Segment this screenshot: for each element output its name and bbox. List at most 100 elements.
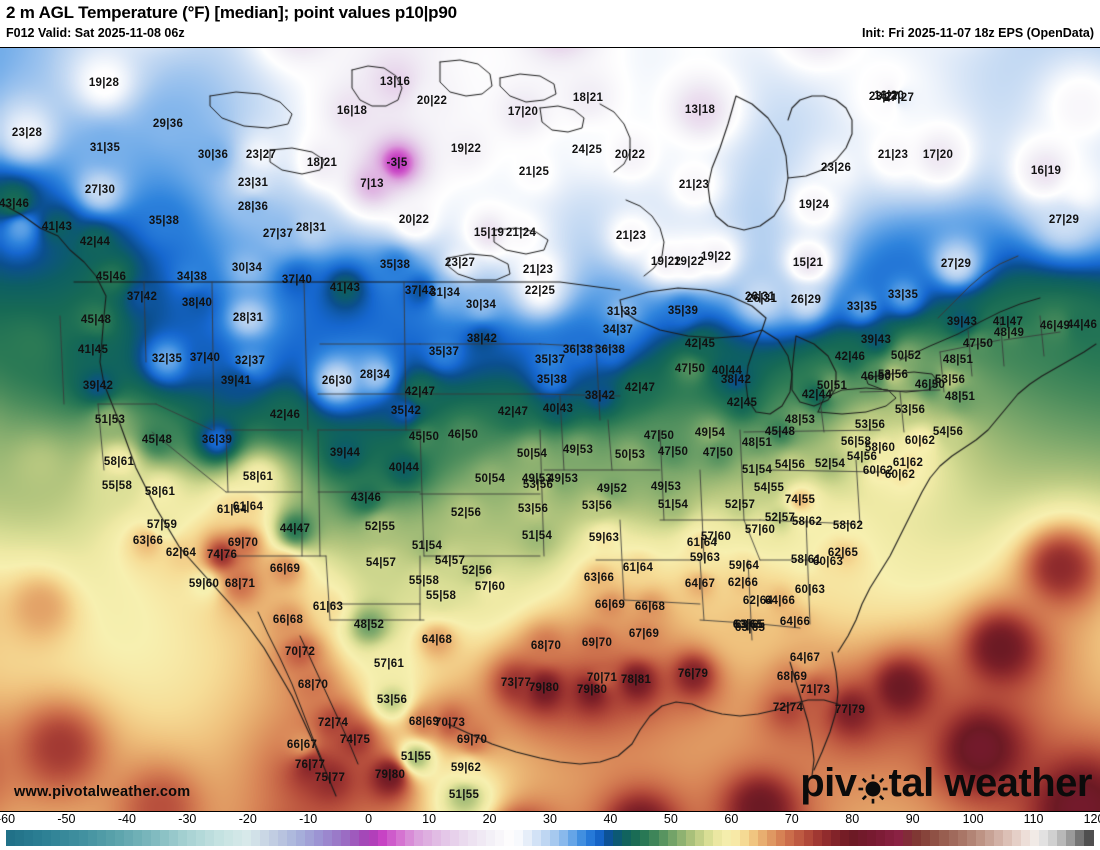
point-value-label: 30|36 <box>197 149 229 161</box>
temperature-map[interactable]: 19|28 23|28 29|36 31|35 30|36 23|27 27|30 23|31… <box>0 47 1100 812</box>
point-value-label: 43|46 <box>350 492 382 504</box>
colorbar-swatch <box>776 830 786 846</box>
point-value-label: 23|27 <box>868 91 900 103</box>
point-value-label: 13|18 <box>684 104 716 116</box>
point-value-label: 54|57 <box>365 557 397 569</box>
point-value-label: 24|25 <box>571 144 603 156</box>
colorbar-swatch <box>984 830 994 846</box>
point-value-label: 42|47 <box>624 382 656 394</box>
colorbar-swatch <box>151 830 161 846</box>
point-value-label: 69|70 <box>456 734 488 746</box>
colorbar-swatch <box>604 830 614 846</box>
header-subrow: F012 Valid: Sat 2025-11-08 06z Init: Fri… <box>0 26 1100 46</box>
point-value-label: 47|50 <box>643 430 675 442</box>
colorbar-swatch <box>78 830 88 846</box>
point-value-label: 54|56 <box>932 426 964 438</box>
colorbar-tick: -20 <box>238 812 257 826</box>
colorbar-swatch <box>386 830 396 846</box>
point-value-label: 36|38 <box>594 344 626 356</box>
point-value-label: 75|77 <box>314 772 346 784</box>
point-value-label: 32|35 <box>151 353 183 365</box>
point-value-label: 58|61 <box>790 554 822 566</box>
point-value-label: 63|65 <box>734 622 766 634</box>
point-value-label: 34|37 <box>602 324 634 336</box>
colorbar-swatch <box>1021 830 1031 846</box>
colorbar-swatch <box>96 830 106 846</box>
colorbar-swatch <box>549 830 559 846</box>
colorbar-swatch <box>6 830 16 846</box>
point-value-label: 58|62 <box>791 516 823 528</box>
colorbar-swatch <box>857 830 867 846</box>
point-value-label: 45|48 <box>141 434 173 446</box>
colorbar-tick: 60 <box>724 812 739 826</box>
colorbar-swatch <box>966 830 976 846</box>
colorbar-swatch <box>939 830 949 846</box>
colorbar-swatch <box>42 830 52 846</box>
point-value-label: 40|44 <box>711 365 743 377</box>
colorbar-swatch <box>640 830 650 846</box>
point-value-label: 32|37 <box>234 355 266 367</box>
point-value-label: 19|22 <box>650 256 682 268</box>
point-value-label: 49|52 <box>596 483 628 495</box>
point-value-label: 57|59 <box>146 519 178 531</box>
point-value-label: 66|68 <box>272 614 304 626</box>
point-value-label: 68|69 <box>408 716 440 728</box>
point-value-label: 53|56 <box>581 500 613 512</box>
colorbar-swatch <box>839 830 849 846</box>
colorbar-swatch <box>731 830 741 846</box>
point-value-label: 35|37 <box>428 346 460 358</box>
colorbar-tick: 50 <box>663 812 678 826</box>
point-value-label: 58|61 <box>144 486 176 498</box>
point-value-label: 64|67 <box>684 578 716 590</box>
colorbar-swatch <box>703 830 713 846</box>
colorbar-swatch <box>296 830 306 846</box>
point-value-label: 35|38 <box>148 215 180 227</box>
point-value-label: 21|25 <box>518 166 550 178</box>
point-value-label: 37|40 <box>189 352 221 364</box>
point-value-label: 27|29 <box>1048 214 1080 226</box>
colorbar-swatch <box>531 830 541 846</box>
point-value-label: 41|43 <box>41 221 73 233</box>
colorbar-swatch <box>558 830 568 846</box>
colorbar-swatch <box>866 830 876 846</box>
point-value-label: 38|42 <box>584 390 616 402</box>
point-value-label: 63|65 <box>732 619 764 631</box>
point-value-label: 42|46 <box>834 351 866 363</box>
point-value-label: 52|57 <box>724 499 756 511</box>
colorbar-tick: 80 <box>845 812 860 826</box>
point-value-label: 39|41 <box>220 375 252 387</box>
point-value-label: 76|77 <box>294 759 326 771</box>
point-value-label: 31|33 <box>606 306 638 318</box>
point-value-label: 73|77 <box>500 677 532 689</box>
point-value-label: 21|23 <box>877 149 909 161</box>
colorbar-swatch <box>758 830 768 846</box>
point-value-label: 29|36 <box>152 118 184 130</box>
colorbar-swatch <box>51 830 61 846</box>
map-bottom-border <box>0 811 1100 812</box>
colorbar-swatch <box>332 830 342 846</box>
colorbar-swatch <box>114 830 124 846</box>
point-value-label: 21|23 <box>615 230 647 242</box>
point-value-label: 16|20 <box>873 90 905 102</box>
point-value-label: 72|74 <box>772 702 804 714</box>
colorbar-gradient[interactable] <box>6 830 1094 846</box>
point-value-label: 21|23 <box>522 264 554 276</box>
point-value-label: 23|28 <box>11 127 43 139</box>
point-value-label: 20|22 <box>614 149 646 161</box>
point-value-label: 23|27 <box>444 257 476 269</box>
point-value-label: 68|71 <box>224 578 256 590</box>
point-value-label: 28|36 <box>237 201 269 213</box>
logo-text-start: piv <box>800 761 857 805</box>
point-value-label: 40|43 <box>542 403 574 415</box>
colorbar-swatch <box>948 830 958 846</box>
point-value-label: 30|34 <box>465 299 497 311</box>
point-value-label: 33|35 <box>887 289 919 301</box>
colorbar-swatch <box>141 830 151 846</box>
point-value-label: 13|16 <box>379 76 411 88</box>
point-value-label: 18|21 <box>306 157 338 169</box>
point-value-label: 44|47 <box>279 523 311 535</box>
point-value-label: 74|75 <box>339 734 371 746</box>
colorbar-swatch <box>404 830 414 846</box>
point-value-label: 21|23 <box>678 179 710 191</box>
point-value-label: 59|60 <box>188 578 220 590</box>
